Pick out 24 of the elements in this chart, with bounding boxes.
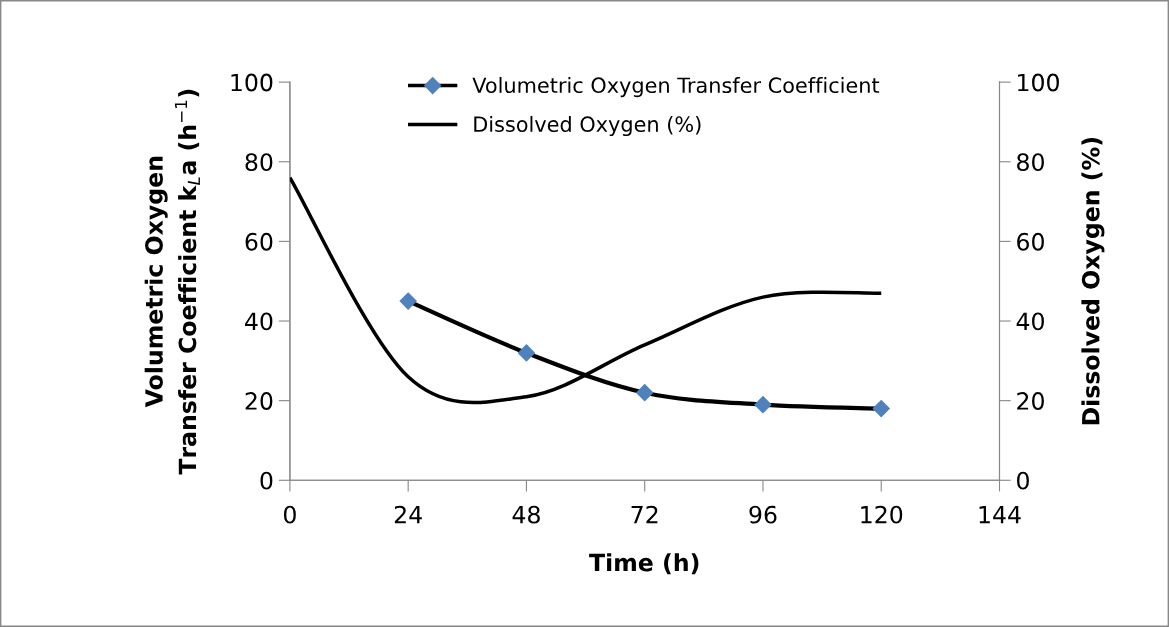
legend-label: Volumetric Oxygen Transfer Coefficient	[472, 77, 880, 98]
y2-tick-label: 80	[1017, 153, 1044, 172]
y-tick-label: 80	[245, 153, 273, 172]
y2-tick-label: 60	[1017, 232, 1044, 251]
x-tick-label: 144	[979, 506, 1021, 524]
y-tick-label: 60	[245, 232, 273, 251]
y-tick-label: 100	[231, 73, 273, 92]
y2-tick-label: 20	[1017, 392, 1044, 410]
y-tick-label: 0	[260, 471, 273, 490]
y2-tick-label: 100	[1018, 73, 1059, 92]
x-tick-label: 0	[283, 505, 296, 524]
y2-tick-label: 40	[1016, 312, 1044, 331]
y-tick-label: 40	[245, 312, 273, 331]
x-tick-label: 120	[861, 505, 903, 524]
y-tick-label: 20	[245, 392, 273, 410]
x-tick-label: 96	[749, 505, 777, 524]
y-axis-title: Volumetric Oxygen Transfer Coefficient k$_{L}$a (h$^{−1}$)	[144, 89, 200, 475]
x-tick-label: 72	[631, 505, 658, 524]
x-tick-label: 24	[394, 505, 422, 524]
x-tick-label: 48	[512, 505, 540, 524]
y2-tick-label: 0	[1017, 471, 1029, 490]
x-axis-title: Time (h)	[589, 553, 699, 575]
y2-axis-title: Dissolved Oxygen (%)	[1081, 137, 1105, 425]
legend-label: Dissolved Oxygen (%)	[474, 115, 701, 137]
